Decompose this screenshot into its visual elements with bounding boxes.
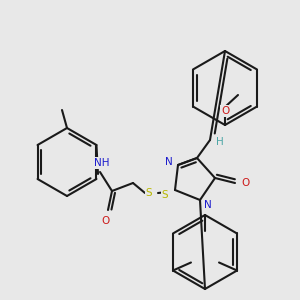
Text: O: O bbox=[221, 106, 229, 116]
Text: NH: NH bbox=[94, 158, 110, 168]
Text: N: N bbox=[165, 157, 173, 167]
Text: S: S bbox=[146, 188, 152, 198]
Text: O: O bbox=[102, 216, 110, 226]
Text: N: N bbox=[204, 200, 212, 210]
Text: H: H bbox=[216, 137, 224, 147]
Text: S: S bbox=[162, 190, 168, 200]
Text: O: O bbox=[241, 178, 249, 188]
